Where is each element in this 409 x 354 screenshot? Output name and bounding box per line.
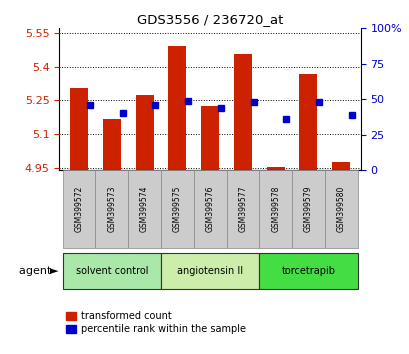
Bar: [331, 162, 349, 170]
Title: GDS3556 / 236720_at: GDS3556 / 236720_at: [137, 13, 283, 26]
Bar: [161, 253, 258, 289]
Legend: transformed count, percentile rank within the sample: transformed count, percentile rank withi…: [64, 309, 247, 336]
Bar: [161, 170, 193, 248]
Text: GSM399579: GSM399579: [303, 185, 312, 232]
Text: GSM399576: GSM399576: [205, 185, 214, 232]
Bar: [258, 253, 357, 289]
Text: solvent control: solvent control: [75, 266, 148, 276]
Text: torcetrapib: torcetrapib: [281, 266, 335, 276]
Text: GSM399578: GSM399578: [270, 185, 279, 232]
Bar: [201, 106, 218, 170]
Text: GSM399580: GSM399580: [336, 185, 345, 232]
Bar: [193, 170, 226, 248]
Text: GSM399577: GSM399577: [238, 185, 247, 232]
Bar: [226, 170, 258, 248]
Text: GSM399573: GSM399573: [107, 185, 116, 232]
Bar: [168, 46, 186, 170]
Bar: [233, 54, 251, 170]
Bar: [299, 74, 317, 170]
Text: GSM399572: GSM399572: [74, 185, 83, 232]
Bar: [135, 95, 153, 170]
Text: GSM399574: GSM399574: [140, 185, 149, 232]
Text: GSM399575: GSM399575: [173, 185, 182, 232]
Bar: [266, 166, 284, 170]
Text: angiotensin II: angiotensin II: [177, 266, 243, 276]
Bar: [95, 170, 128, 248]
Text: ►: ►: [49, 266, 58, 276]
Bar: [291, 170, 324, 248]
Bar: [324, 170, 357, 248]
Text: agent: agent: [19, 266, 55, 276]
Bar: [63, 253, 161, 289]
Bar: [63, 170, 95, 248]
Bar: [258, 170, 291, 248]
Bar: [128, 170, 161, 248]
Bar: [70, 88, 88, 170]
Bar: [103, 119, 121, 170]
